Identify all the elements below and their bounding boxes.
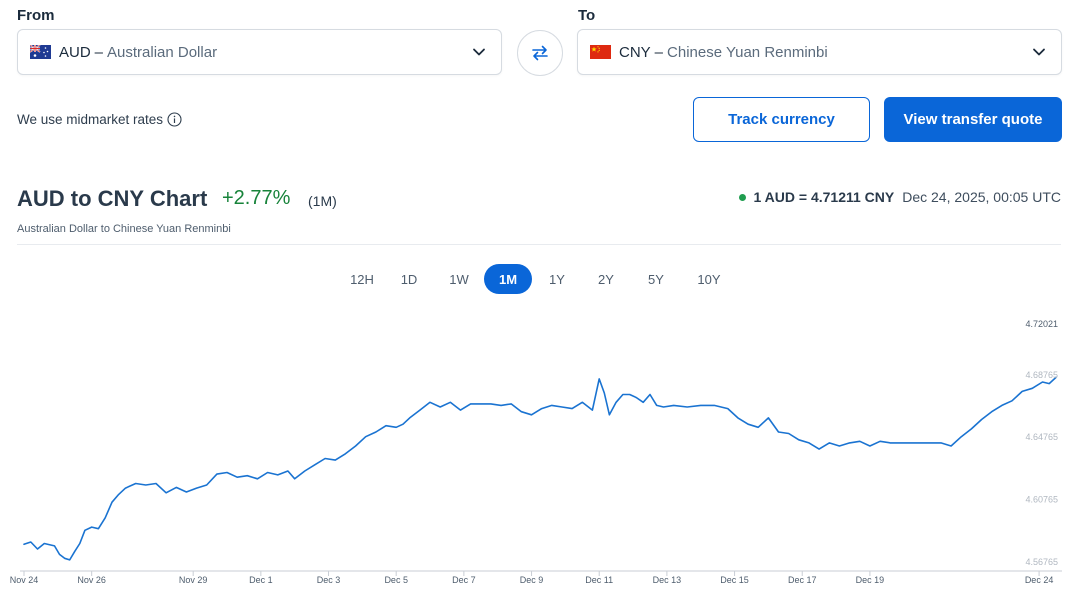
chart-title: AUD to CNY Chart — [17, 186, 208, 211]
range-tab-10y[interactable]: 10Y — [697, 271, 721, 287]
divider — [17, 244, 1061, 245]
x-tick-label: Nov 26 — [77, 575, 106, 585]
rate-series-line — [23, 376, 1057, 561]
australia-flag-icon — [30, 45, 51, 59]
to-currency-code: CNY — [619, 43, 651, 61]
info-icon[interactable] — [167, 112, 182, 127]
x-tick-label: Dec 9 — [520, 575, 544, 585]
current-rate: 1 AUD = 4.71211 CNY Dec 24, 2025, 00:05 … — [738, 189, 1061, 205]
y-tick-label: 4.68765 — [1025, 370, 1058, 380]
range-tab-1d[interactable]: 1D — [400, 271, 418, 287]
from-currency-code: AUD — [59, 43, 91, 61]
track-currency-button[interactable]: Track currency — [693, 97, 870, 142]
x-tick-label: Dec 7 — [452, 575, 476, 585]
chevron-down-icon — [1033, 48, 1045, 56]
x-tick-label: Nov 24 — [10, 575, 39, 585]
to-currency-dash: – — [654, 43, 664, 61]
range-tab-1m[interactable]: 1M — [484, 264, 532, 294]
change-percentage: +2.77% — [222, 187, 291, 209]
live-status-dot — [738, 193, 746, 201]
from-currency-name: Australian Dollar — [107, 43, 218, 61]
y-tick-label: 4.64765 — [1025, 432, 1058, 442]
x-tick-label: Dec 3 — [317, 575, 341, 585]
rate-timestamp: Dec 24, 2025, 00:05 UTC — [902, 189, 1061, 205]
x-tick-label: Dec 1 — [249, 575, 273, 585]
midmarket-text: We use midmarket rates — [17, 112, 164, 127]
range-tab-1w[interactable]: 1W — [449, 271, 469, 287]
chart-subtitle: Australian Dollar to Chinese Yuan Renmin… — [17, 223, 231, 235]
range-tab-2y[interactable]: 2Y — [598, 271, 614, 287]
time-range-tabs: 12H 1D 1W 1M 1Y 2Y 5Y 10Y — [340, 264, 736, 294]
x-tick-label: Dec 13 — [653, 575, 682, 585]
range-tab-1y[interactable]: 1Y — [549, 271, 565, 287]
rate-value: 1 AUD = 4.71211 CNY — [753, 189, 895, 205]
x-tick-label: Dec 5 — [384, 575, 408, 585]
x-tick-label: Dec 17 — [788, 575, 817, 585]
change-period: (1M) — [308, 193, 337, 209]
y-tick-label: 4.60765 — [1025, 495, 1058, 505]
y-tick-label: 4.56765 — [1025, 557, 1058, 567]
x-tick-label: Dec 15 — [720, 575, 749, 585]
range-tab-5y[interactable]: 5Y — [648, 271, 664, 287]
x-tick-label: Dec 19 — [856, 575, 885, 585]
to-currency-select[interactable]: CNY – Chinese Yuan Renminbi — [577, 29, 1062, 75]
from-label: From — [17, 7, 55, 24]
rate-line-chart[interactable]: Nov 24 Nov 26 Nov 29 Dec 1 Dec 3 Dec 5 Dec 7 De… — [0, 300, 1080, 590]
view-transfer-quote-button[interactable]: View transfer quote — [884, 97, 1062, 142]
to-label: To — [578, 7, 596, 24]
x-tick-label: Dec 11 — [585, 575, 613, 585]
swap-currencies-button[interactable] — [517, 30, 563, 76]
swap-arrows-icon — [532, 45, 548, 61]
from-currency-select[interactable]: AUD – Australian Dollar — [17, 29, 502, 75]
china-flag-icon — [590, 45, 611, 59]
range-tab-12h[interactable]: 12H — [350, 271, 374, 287]
chevron-down-icon — [473, 48, 485, 56]
x-tick-label: Dec 24 — [1025, 575, 1054, 585]
from-currency-dash: – — [94, 43, 104, 61]
x-tick-label: Nov 29 — [179, 575, 208, 585]
midmarket-note: We use midmarket rates — [17, 112, 182, 127]
y-tick-label: 4.72021 — [1025, 319, 1058, 329]
to-currency-name: Chinese Yuan Renminbi — [667, 43, 828, 61]
